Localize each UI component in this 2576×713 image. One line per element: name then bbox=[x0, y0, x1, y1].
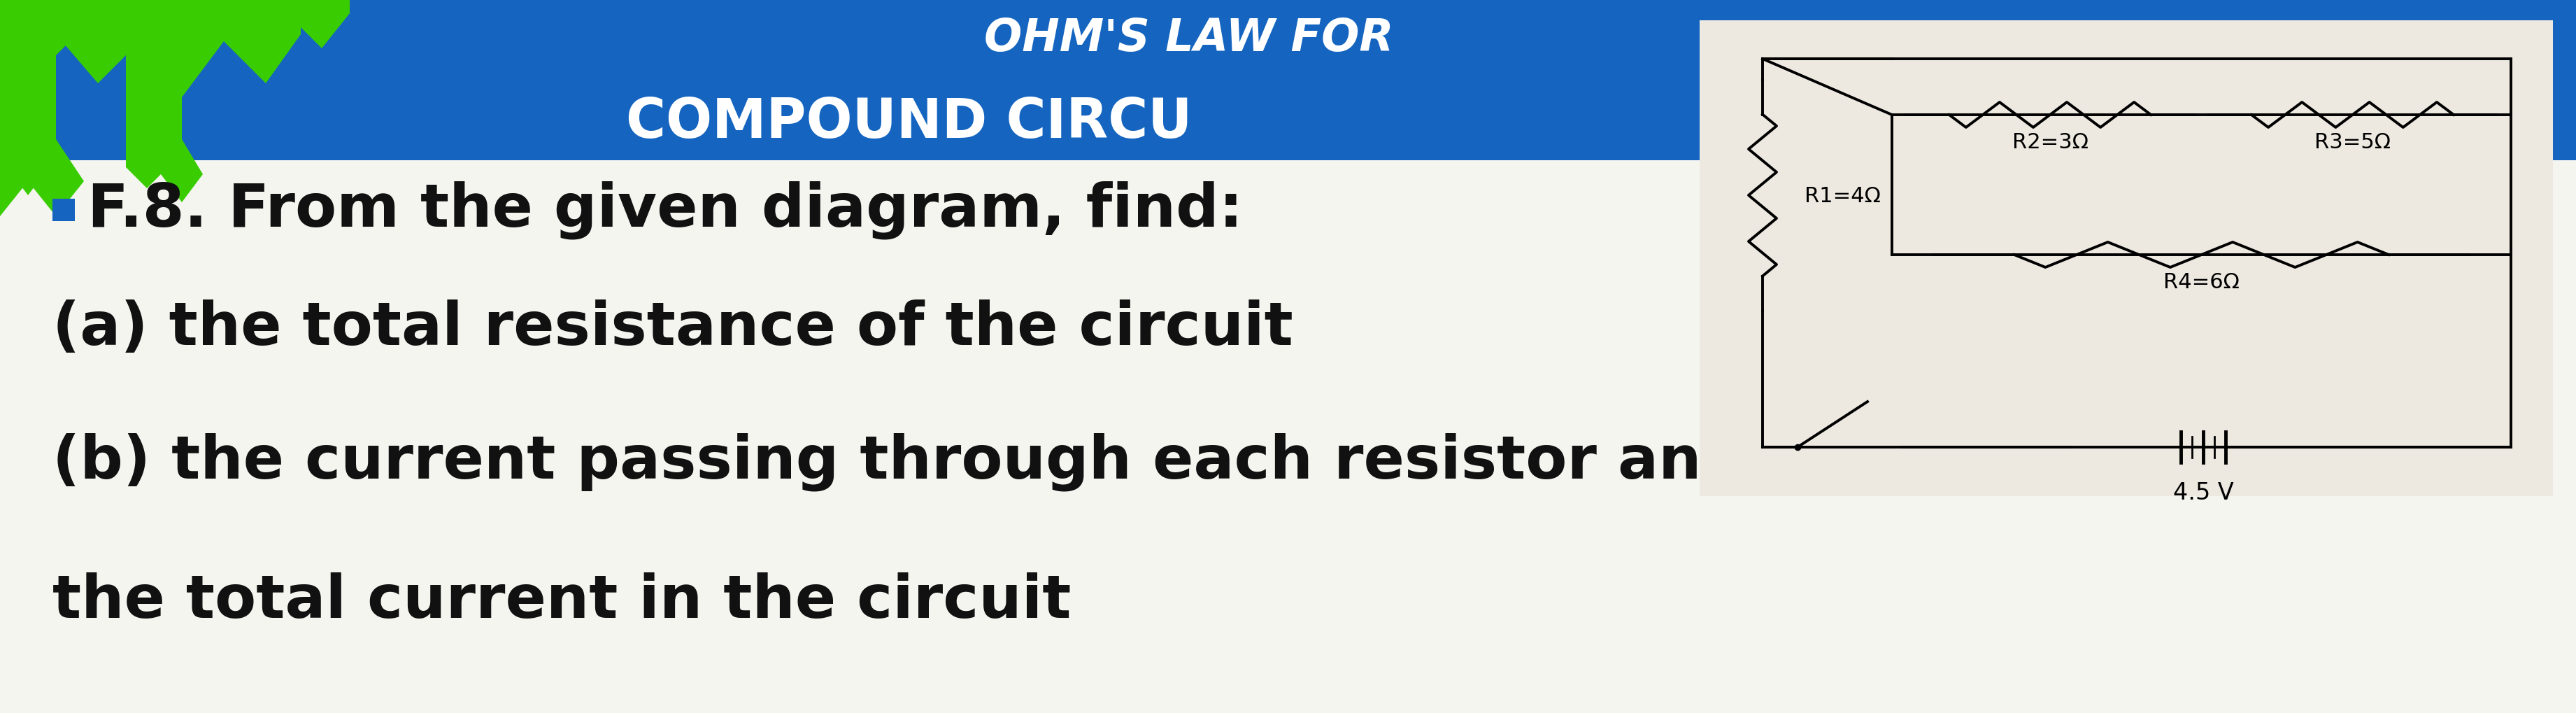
Polygon shape bbox=[126, 0, 350, 202]
Text: F.8. From the given diagram, find:: F.8. From the given diagram, find: bbox=[88, 180, 1244, 239]
Text: COMPOUND CIRCU: COMPOUND CIRCU bbox=[626, 96, 1193, 149]
Text: 4.5 V: 4.5 V bbox=[2174, 481, 2233, 504]
Text: OHM'S LAW FOR: OHM'S LAW FOR bbox=[984, 17, 1394, 60]
Bar bbox=[1700, 21, 2553, 496]
Bar bbox=[52, 199, 75, 222]
Polygon shape bbox=[0, 0, 301, 217]
Polygon shape bbox=[0, 0, 196, 196]
Text: R2=3Ω: R2=3Ω bbox=[2012, 132, 2089, 152]
Text: R1=4Ω: R1=4Ω bbox=[1806, 185, 1880, 206]
Text: (a) the total resistance of the circuit: (a) the total resistance of the circuit bbox=[52, 299, 1293, 357]
Text: R4=6Ω: R4=6Ω bbox=[2164, 272, 2239, 292]
Bar bbox=[0, 160, 2576, 713]
Text: the total current in the circuit: the total current in the circuit bbox=[52, 572, 1072, 630]
Text: (b) the current passing through each resistor and (c): (b) the current passing through each res… bbox=[52, 432, 1857, 491]
Text: R3=5Ω: R3=5Ω bbox=[2313, 132, 2391, 152]
